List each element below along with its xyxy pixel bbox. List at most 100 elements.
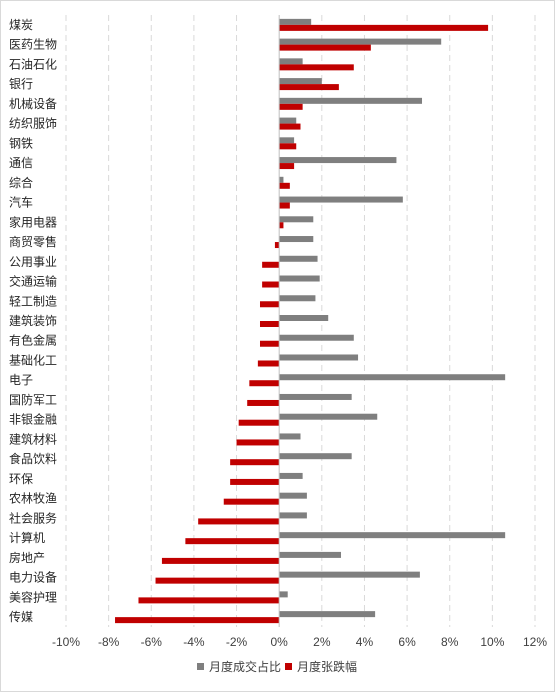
bar-price-change [115, 617, 280, 624]
category-label: 非银金融 [9, 412, 57, 427]
bar-volume-share [279, 216, 314, 223]
category-label: 公用事业 [9, 255, 57, 269]
bar-price-change [279, 182, 290, 189]
bars [115, 18, 506, 624]
bar-volume-share [279, 78, 322, 85]
bar-price-change [274, 242, 280, 249]
bar-volume-share [279, 58, 303, 65]
category-labels: 煤炭医药生物石油石化银行机械设备纺织服饰钢铁通信综合汽车家用电器商贸零售公用事业… [9, 18, 57, 624]
category-label: 商贸零售 [9, 234, 57, 249]
bar-price-change [279, 84, 339, 91]
bar-price-change [247, 399, 280, 406]
bar-volume-share [279, 453, 352, 460]
bar-volume-share [279, 551, 342, 558]
category-label: 机械设备 [9, 96, 57, 111]
bar-volume-share [279, 196, 403, 203]
category-label: 电力设备 [9, 571, 57, 585]
bar-volume-share [279, 611, 376, 618]
category-label: 建筑装饰 [9, 313, 57, 328]
bar-price-change [279, 123, 301, 130]
category-label: 美容护理 [9, 589, 57, 604]
bar-volume-share [279, 433, 301, 440]
x-tick-label: -10% [52, 635, 80, 649]
bar-price-change [279, 202, 290, 209]
x-tick-label: 8% [441, 635, 459, 649]
bar-volume-share [279, 374, 506, 381]
bar-volume-share [279, 334, 354, 341]
x-tick-label: 2% [313, 635, 331, 649]
category-label: 计算机 [9, 530, 45, 545]
legend-swatch [197, 663, 204, 670]
bar-volume-share [279, 354, 359, 361]
category-label: 汽车 [9, 195, 33, 210]
bar-price-change [279, 64, 354, 71]
category-label: 建筑材料 [9, 431, 57, 446]
bar-volume-share [279, 295, 316, 302]
bar-volume-share [279, 176, 284, 183]
bar-volume-share [279, 492, 307, 499]
legend-label: 月度成交占比 [209, 659, 281, 674]
category-label: 房地产 [9, 550, 45, 565]
category-label: 通信 [9, 156, 33, 170]
x-tick-label: 10% [480, 635, 504, 649]
category-label: 交通运输 [9, 274, 57, 289]
category-label: 纺织服饰 [9, 117, 57, 131]
legend: 月度成交占比 月度张跌幅 [197, 659, 357, 674]
x-tick-label: -8% [98, 635, 120, 649]
bar-price-change [230, 478, 280, 485]
bar-price-change [279, 143, 297, 150]
bar-price-change [279, 44, 371, 51]
category-label: 轻工制造 [9, 294, 57, 308]
bar-volume-share [279, 393, 352, 400]
x-tick-label: 0% [271, 635, 289, 649]
bar-price-change [259, 340, 280, 347]
bar-volume-share [279, 532, 506, 539]
category-label: 煤炭 [9, 18, 33, 32]
x-tick-label: -2% [226, 635, 248, 649]
legend-label: 月度张跌幅 [297, 659, 357, 674]
bar-volume-share [279, 255, 318, 262]
category-label: 农林牧渔 [9, 492, 57, 506]
bar-price-change [138, 597, 280, 604]
bar-volume-share [279, 137, 295, 144]
bar-volume-share [279, 591, 288, 598]
x-tick-label: 12% [523, 635, 547, 649]
bar-price-change [262, 281, 280, 288]
category-label: 电子 [9, 373, 33, 387]
category-label: 基础化工 [9, 353, 57, 367]
bar-price-change [236, 439, 280, 446]
category-label: 医药生物 [9, 38, 57, 52]
bar-price-change [223, 498, 280, 505]
category-label: 社会服务 [9, 510, 57, 525]
category-label: 钢铁 [9, 136, 33, 150]
bar-price-change [279, 103, 303, 110]
bar-price-change [279, 222, 284, 229]
grid-lines [65, 15, 536, 627]
category-label: 银行 [9, 77, 33, 91]
bar-price-change [230, 459, 280, 466]
bar-volume-share [279, 571, 420, 578]
bar-price-change [198, 518, 280, 525]
category-label: 石油石化 [9, 57, 57, 71]
bar-price-change [279, 163, 295, 170]
bar-price-change [238, 419, 280, 426]
bar-volume-share [279, 512, 307, 519]
x-tick-label: 6% [398, 635, 416, 649]
x-tick-label: 4% [356, 635, 374, 649]
bar-volume-share [279, 236, 314, 243]
category-label: 家用电器 [9, 214, 57, 229]
bar-price-change [161, 557, 280, 564]
category-label: 国防军工 [9, 392, 57, 407]
bar-volume-share [279, 38, 442, 45]
category-label: 传媒 [9, 609, 33, 624]
bar-price-change [155, 577, 280, 584]
bar-volume-share [279, 413, 378, 420]
category-label: 综合 [9, 175, 33, 190]
bar-volume-share [279, 157, 397, 164]
bar-price-change [259, 321, 280, 327]
category-label: 环保 [9, 472, 33, 486]
category-label: 食品饮料 [9, 451, 57, 466]
bar-volume-share [279, 275, 320, 282]
bar-price-change [185, 538, 280, 545]
